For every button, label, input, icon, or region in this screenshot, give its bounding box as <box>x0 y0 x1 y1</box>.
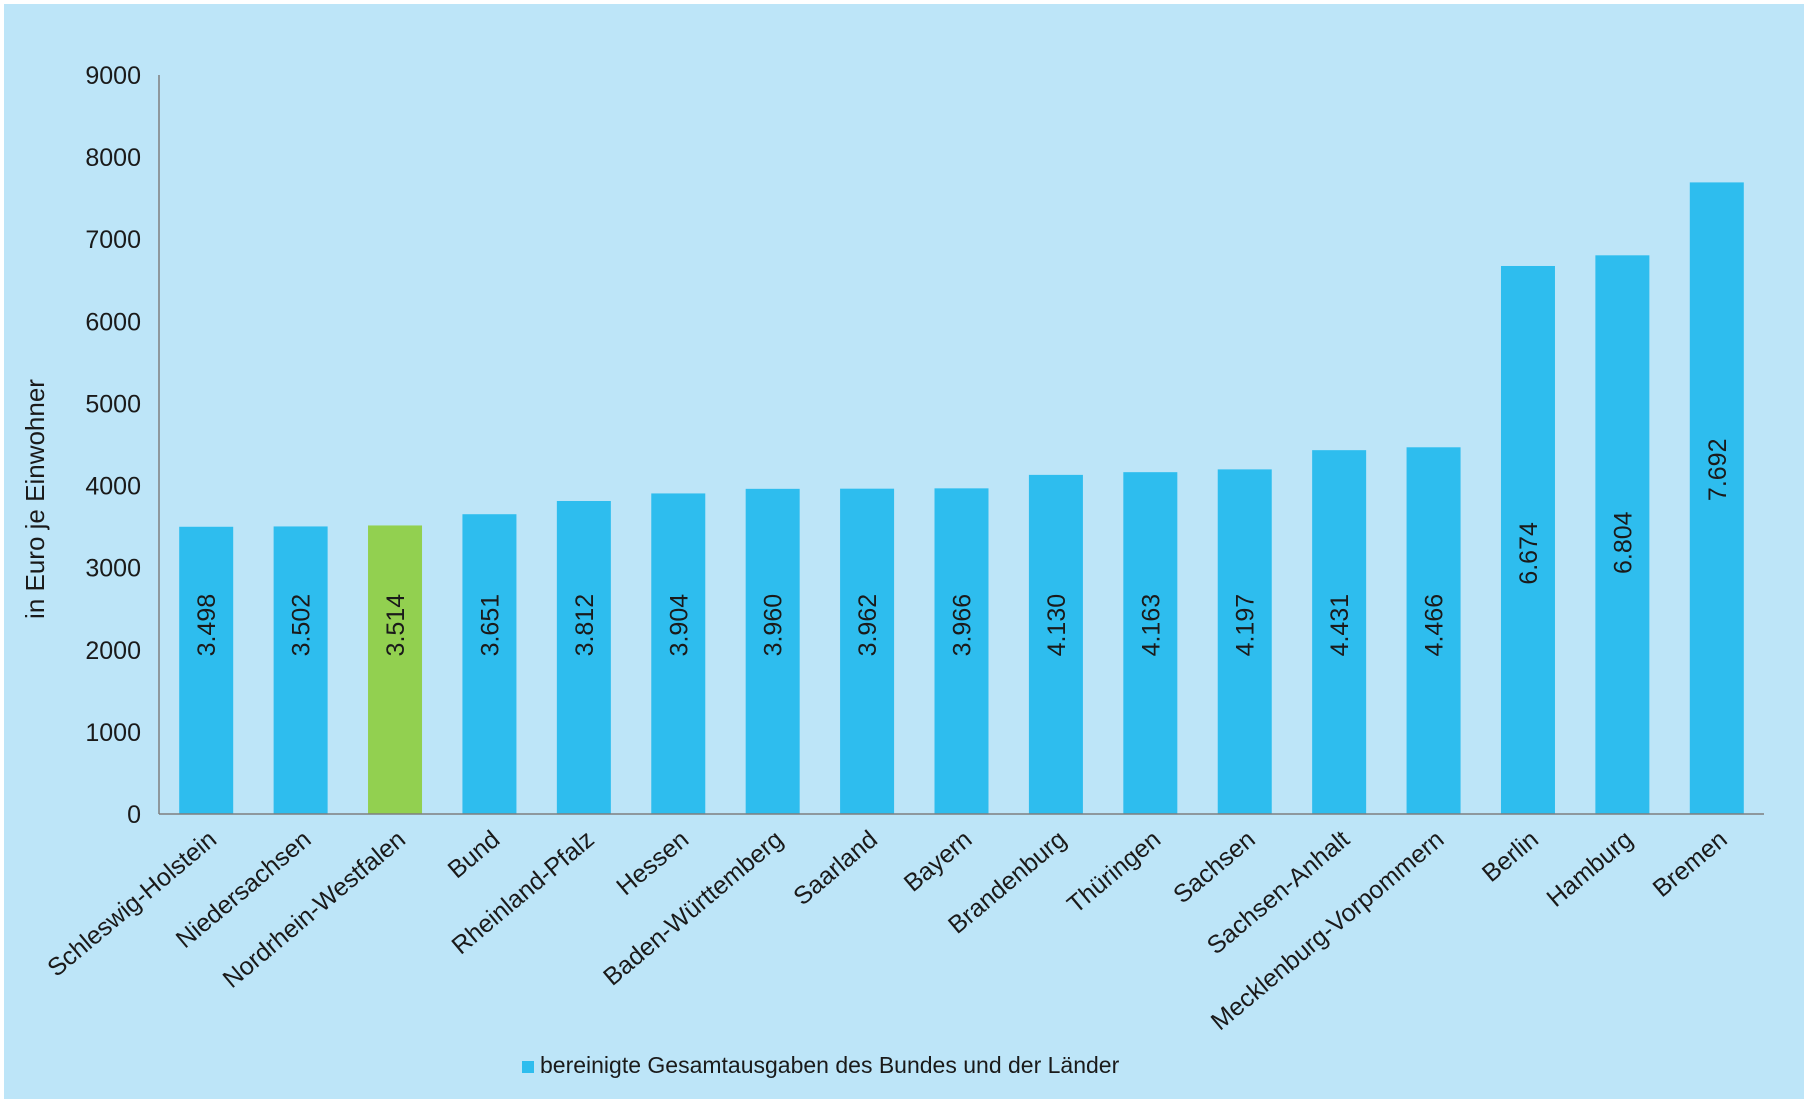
y-tick-label: 2000 <box>85 637 141 665</box>
y-tick-label: 6000 <box>85 308 141 336</box>
y-axis-ticks: 0 1000 2000 3000 4000 5000 6000 7000 8000 9000 <box>85 62 141 829</box>
bar-value-label: 4.130 <box>1043 594 1071 657</box>
bar <box>1123 472 1178 814</box>
bar <box>1028 474 1083 814</box>
y-axis-title: in Euro je Einwohner <box>20 379 50 619</box>
bar-value-label: 3.904 <box>665 594 693 657</box>
legend: bereinigte Gesamtausgaben des Bundes und… <box>522 1052 1120 1078</box>
y-tick-label: 8000 <box>85 144 141 172</box>
y-tick-label: 5000 <box>85 390 141 418</box>
bar-value-label: 3.962 <box>854 594 882 657</box>
bar-value-label: 6.674 <box>1515 522 1543 585</box>
value-labels-group: 3.498 3.502 3.514 3.651 3.812 3.904 3.960 3.962… <box>193 439 1732 657</box>
bar-value-label: 4.163 <box>1137 594 1165 657</box>
y-tick-label: 3000 <box>85 555 141 583</box>
bar <box>273 526 328 814</box>
bar <box>179 526 234 814</box>
bar-value-label: 3.812 <box>571 594 599 657</box>
bar <box>556 500 611 814</box>
bar <box>1312 450 1367 814</box>
y-tick-label: 7000 <box>85 226 141 254</box>
bar-value-label: 4.197 <box>1232 594 1260 657</box>
y-tick-label: 9000 <box>85 62 141 90</box>
y-tick-label: 4000 <box>85 473 141 501</box>
bar <box>745 488 800 814</box>
bar <box>1217 469 1272 814</box>
bars-group <box>179 182 1744 815</box>
bar <box>462 514 517 814</box>
bar <box>1595 255 1650 815</box>
bar <box>934 488 989 814</box>
bar <box>368 525 423 814</box>
bar-value-label: 4.431 <box>1326 594 1354 657</box>
legend-swatch <box>522 1061 534 1073</box>
bar-value-label: 3.514 <box>382 594 410 657</box>
bar-value-label: 3.960 <box>760 594 788 657</box>
bar-value-label: 3.651 <box>476 594 504 657</box>
bar <box>1689 182 1744 814</box>
bar <box>1500 265 1555 814</box>
bar <box>1406 447 1461 814</box>
bar-value-label: 3.502 <box>288 594 316 657</box>
bar <box>840 488 895 814</box>
y-tick-label: 1000 <box>85 719 141 747</box>
bar-value-label: 3.966 <box>949 594 977 657</box>
bar-value-label: 6.804 <box>1609 511 1637 574</box>
bar-value-label: 7.692 <box>1704 439 1732 502</box>
bar-chart: 0 1000 2000 3000 4000 5000 6000 7000 8000 9000 3.… <box>4 4 1804 1099</box>
bar <box>651 493 706 814</box>
bar-value-label: 3.498 <box>193 594 221 657</box>
legend-label: bereinigte Gesamtausgaben des Bundes und… <box>540 1052 1120 1078</box>
y-tick-label: 0 <box>127 801 141 829</box>
bar-value-label: 4.466 <box>1421 594 1449 657</box>
